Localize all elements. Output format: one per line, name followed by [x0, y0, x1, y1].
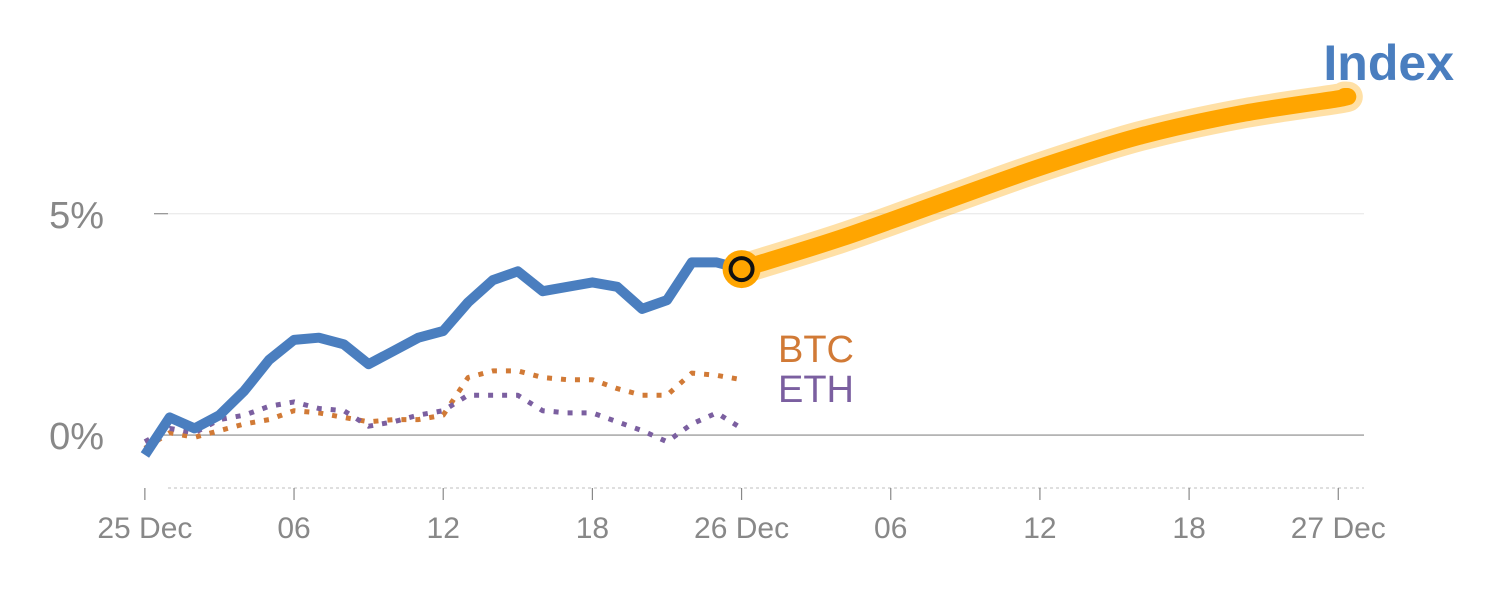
x-tick-label: 12: [427, 512, 460, 545]
x-tick-label: 25 Dec: [97, 512, 192, 545]
current-marker-dot: [728, 256, 755, 283]
y-tick-label: 0%: [49, 416, 104, 458]
x-tick-label: 18: [576, 512, 609, 545]
x-tick-label: 12: [1023, 512, 1056, 545]
x-tick-label: 06: [277, 512, 310, 545]
y-tick-label: 5%: [49, 195, 104, 237]
series-index: [140, 257, 743, 458]
series-index-forecast: [733, 88, 1357, 278]
x-tick-label: 18: [1172, 512, 1205, 545]
series-btc: [143, 368, 743, 451]
series-label-eth: ETH: [778, 369, 854, 411]
chart-title: Index: [1323, 35, 1454, 91]
series-label-btc: BTC: [778, 329, 854, 371]
x-tick-label: 27 Dec: [1291, 512, 1386, 545]
x-tick-label: 26 Dec: [694, 512, 789, 545]
x-tick-label: 06: [874, 512, 907, 545]
